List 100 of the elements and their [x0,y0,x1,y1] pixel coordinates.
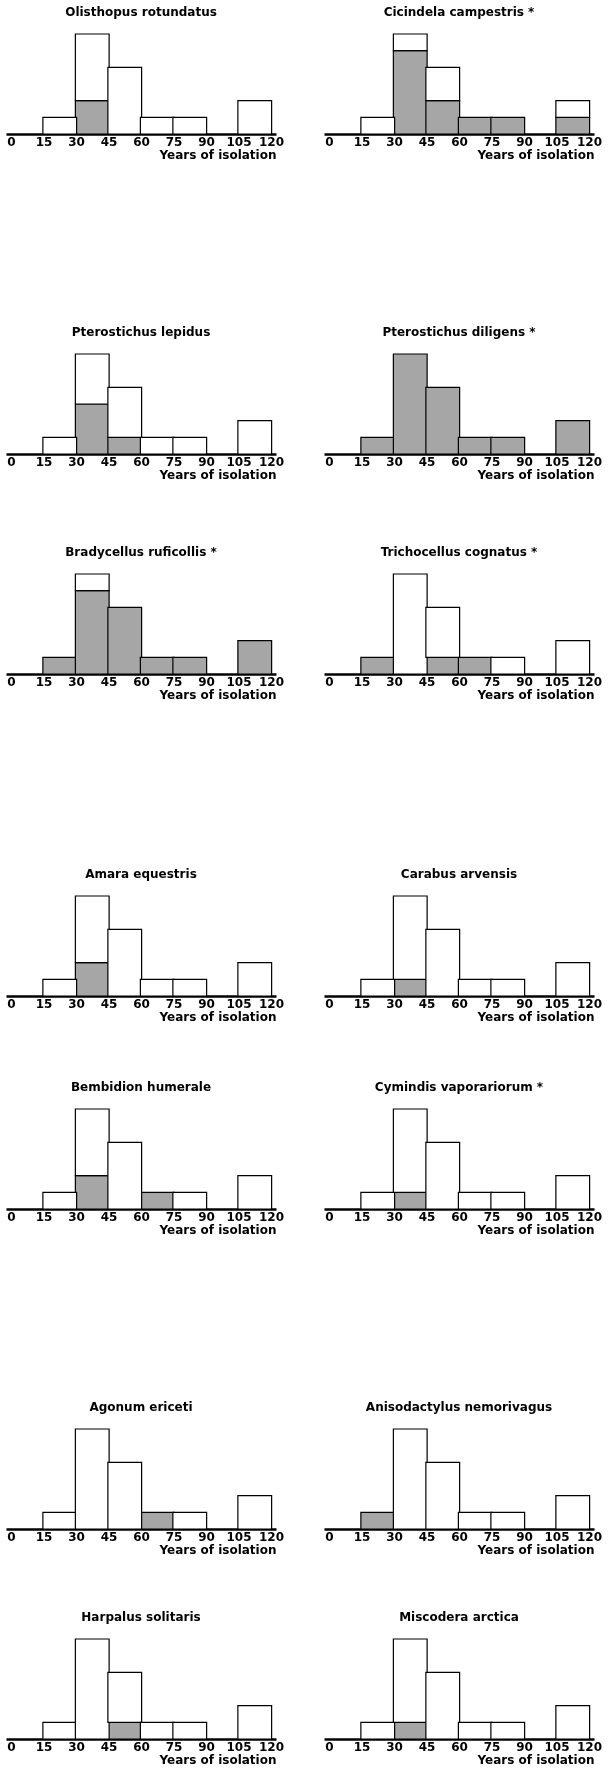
x-tick-label: 45 [100,1209,118,1224]
x-tick-label: 30 [68,674,85,689]
x-tick-label: 60 [451,454,468,469]
x-tick-label: 75 [483,454,501,469]
x-tick-label: 30 [68,134,85,149]
x-tick-label: 105 [226,996,252,1011]
x-tick-label: 45 [100,996,118,1011]
x-tick-label: 75 [165,1739,183,1754]
x-tick-label: 75 [165,996,183,1011]
x-tick-label: 90 [516,996,533,1011]
x-tick-label: 90 [198,674,215,689]
x-tick-label: 30 [386,1209,403,1224]
x-tick-label: 105 [226,134,252,149]
x-tick-label: 90 [516,134,533,149]
x-axis-title: Years of isolation [158,687,277,702]
x-tick-label: 90 [198,1209,215,1224]
x-tick-label: 60 [451,134,468,149]
x-tick-label: 90 [516,674,533,689]
x-tick-label: 0 [7,134,16,149]
chart-title: Trichocellus cognatus * [380,545,539,560]
x-tick-label: 75 [483,1529,501,1544]
x-tick-label: 60 [451,1209,468,1224]
x-tick-label: 105 [544,674,570,689]
chart-title: Bradycellus ruficollis * [65,545,218,560]
x-tick-label: 45 [418,454,436,469]
x-tick-label: 0 [7,996,16,1011]
x-tick-label: 60 [451,1739,468,1754]
x-axis-title: Years of isolation [158,147,277,162]
x-tick-label: 15 [353,134,371,149]
x-tick-label: 75 [483,996,501,1011]
x-tick-label: 60 [451,1529,468,1544]
x-tick-label: 0 [325,454,334,469]
x-tick-label: 120 [576,1529,603,1544]
x-tick-label: 0 [325,996,334,1011]
x-tick-label: 120 [576,674,603,689]
x-tick-label: 120 [258,134,285,149]
x-tick-label: 75 [483,1739,501,1754]
x-tick-label: 15 [35,1529,53,1544]
x-axis-title: Years of isolation [158,1752,277,1767]
x-tick-label: 75 [165,454,183,469]
x-tick-label: 90 [516,1739,533,1754]
x-tick-label: 60 [451,996,468,1011]
x-tick-label: 15 [35,1739,53,1754]
x-axis-title: Years of isolation [476,1009,595,1024]
x-tick-label: 105 [226,1529,252,1544]
x-tick-label: 30 [386,996,403,1011]
x-tick-label: 0 [325,674,334,689]
x-tick-label: 120 [258,454,285,469]
chart-title: Miscodera arctica [399,1610,519,1625]
x-tick-label: 90 [516,1209,533,1224]
x-tick-label: 45 [100,134,118,149]
x-tick-label: 45 [100,1739,118,1754]
x-tick-label: 90 [516,454,533,469]
x-tick-label: 75 [165,674,183,689]
x-tick-label: 75 [483,1209,501,1224]
x-axis-title: Years of isolation [476,147,595,162]
x-tick-label: 120 [258,1209,285,1224]
x-tick-label: 60 [133,996,150,1011]
x-tick-label: 120 [258,674,285,689]
chart-title: Anisodactylus nemorivagus [365,1400,553,1415]
chart-title: Pterostichus lepidus [71,325,211,340]
x-tick-label: 30 [68,1209,85,1224]
chart-title: Bembidion humerale [70,1080,212,1095]
x-tick-label: 90 [198,454,215,469]
x-tick-label: 60 [133,1209,150,1224]
x-tick-label: 90 [198,134,215,149]
x-tick-label: 105 [544,996,570,1011]
chart-title: Pterostichus diligens * [382,325,537,340]
x-tick-label: 120 [258,1529,285,1544]
x-tick-label: 60 [133,454,150,469]
x-tick-label: 90 [198,1529,215,1544]
x-tick-label: 30 [386,454,403,469]
chart-title: Olisthopus rotundatus [65,5,217,20]
x-tick-label: 105 [226,454,252,469]
x-tick-label: 60 [133,1739,150,1754]
x-tick-label: 15 [35,996,53,1011]
x-tick-label: 0 [7,1209,16,1224]
x-tick-label: 75 [165,1209,183,1224]
chart-title: Agonum ericeti [89,1400,193,1415]
chart-title: Cymindis vaporariorum * [374,1080,544,1095]
x-tick-label: 105 [544,454,570,469]
x-tick-label: 75 [483,134,501,149]
x-tick-label: 60 [133,134,150,149]
x-tick-label: 0 [7,1529,16,1544]
x-tick-label: 30 [386,674,403,689]
x-tick-label: 30 [386,1529,403,1544]
x-tick-label: 15 [353,454,371,469]
x-tick-label: 120 [576,1209,603,1224]
x-axis-title: Years of isolation [158,467,277,482]
x-tick-label: 105 [544,1739,570,1754]
x-axis-title: Years of isolation [476,687,595,702]
chart-title: Amara equestris [85,867,197,882]
x-tick-label: 15 [353,1209,371,1224]
x-tick-label: 105 [544,1529,570,1544]
x-tick-label: 15 [353,674,371,689]
x-tick-label: 15 [353,996,371,1011]
x-tick-label: 105 [226,1739,252,1754]
x-tick-label: 15 [35,134,53,149]
x-tick-label: 45 [100,1529,118,1544]
x-tick-label: 60 [133,674,150,689]
